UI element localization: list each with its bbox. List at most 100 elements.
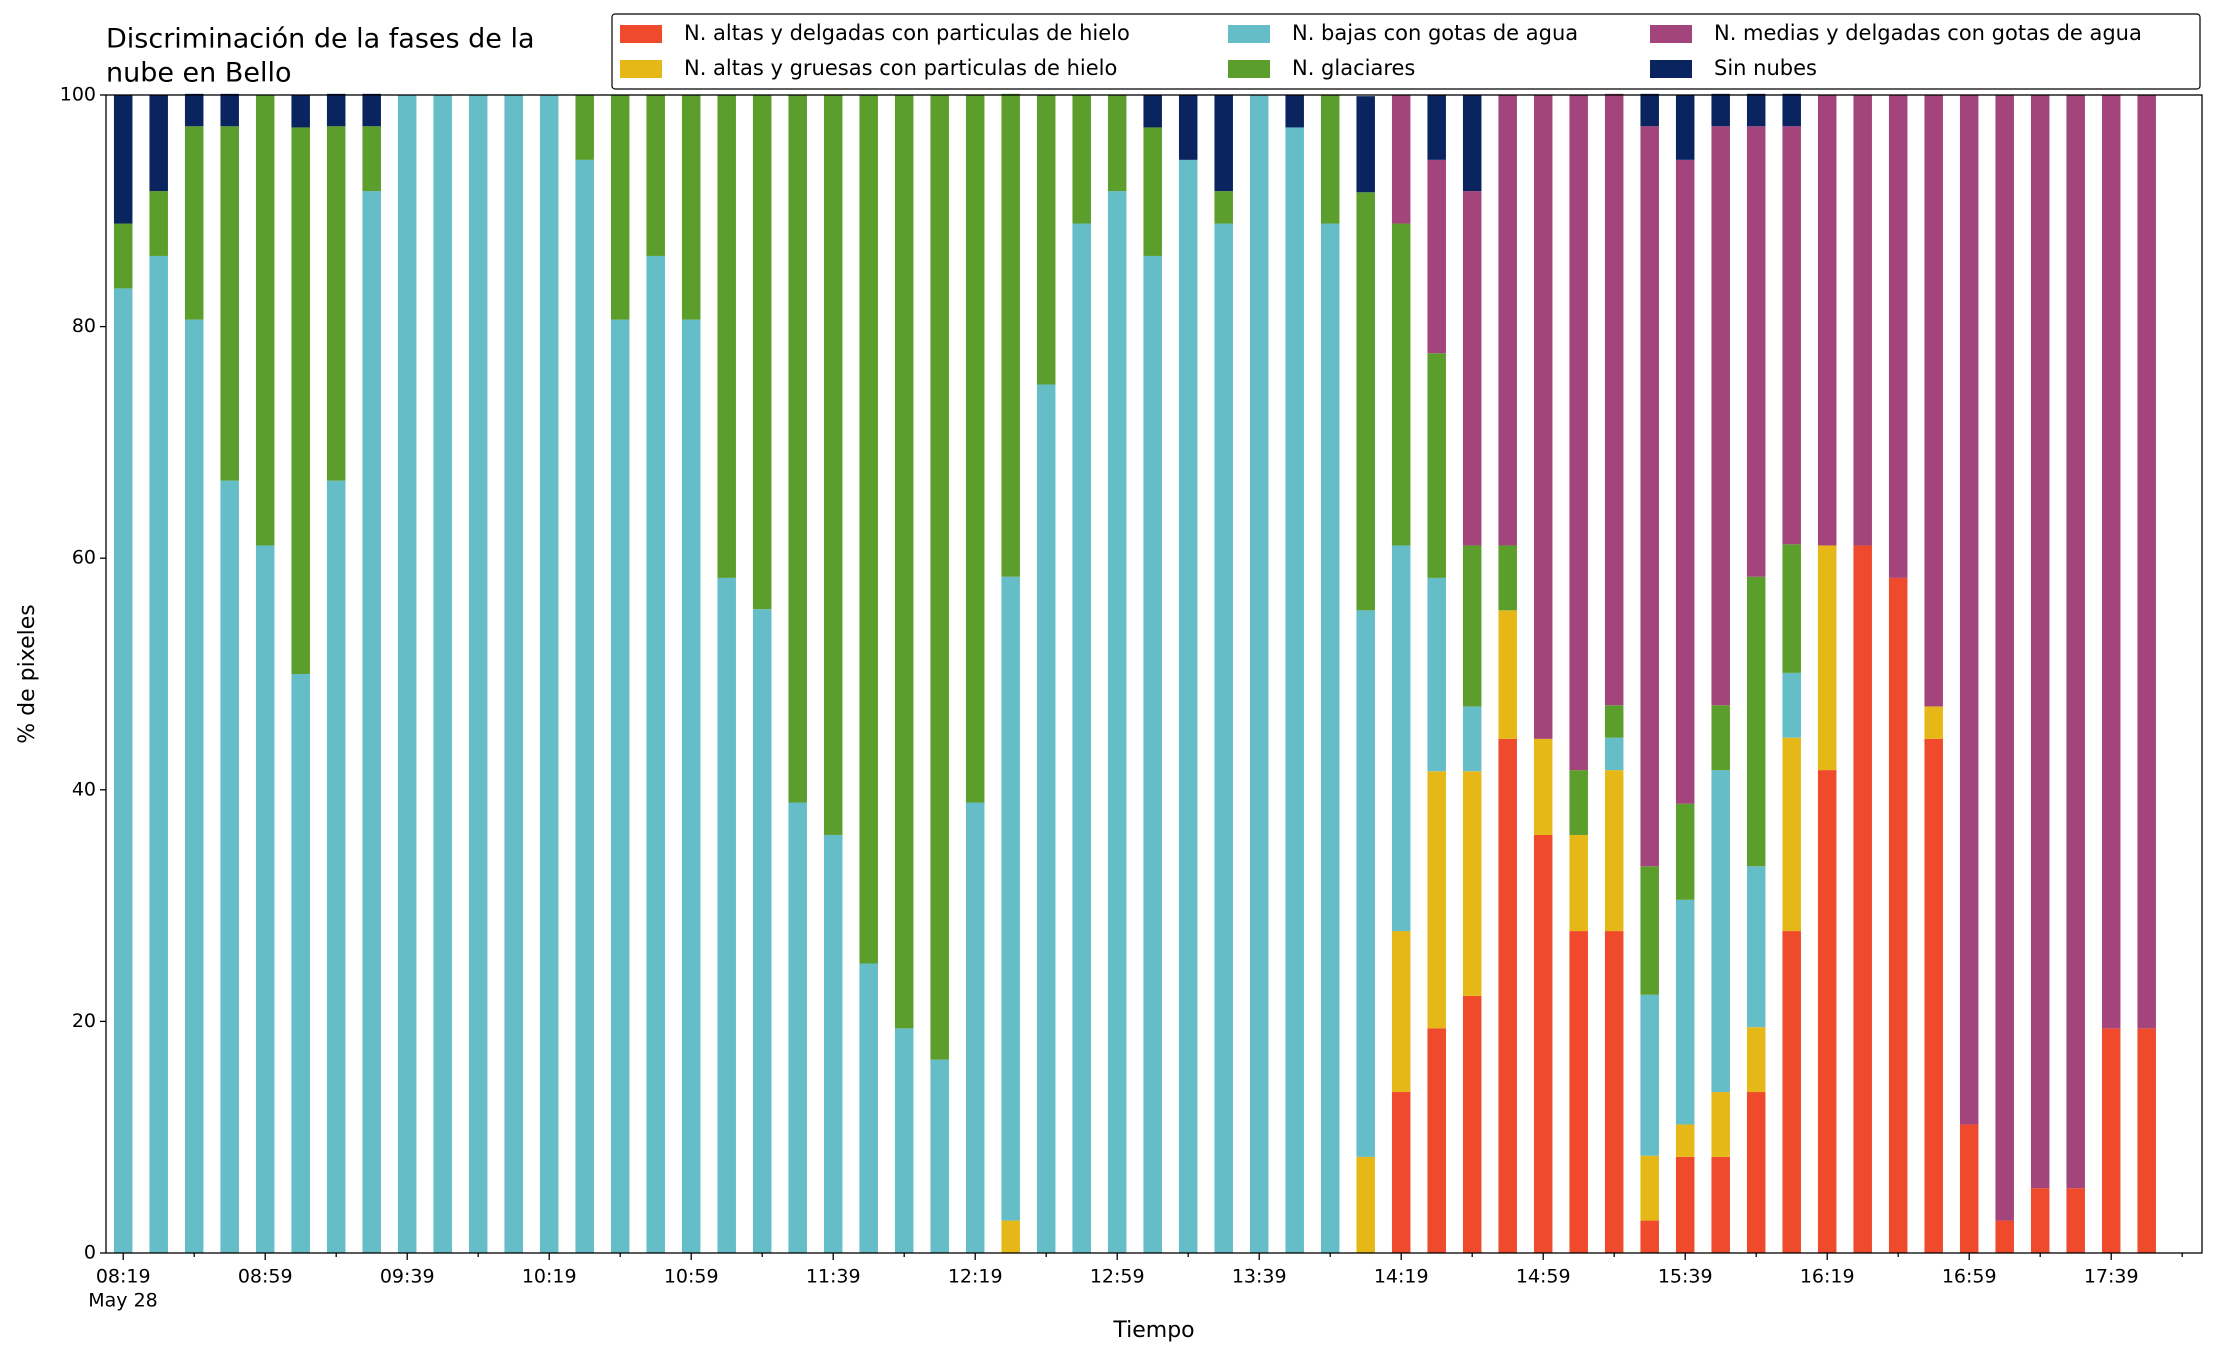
bar-segment — [255, 545, 275, 1253]
bar-segment — [752, 609, 772, 1253]
bar-segment — [255, 95, 275, 546]
bar-segment — [859, 963, 878, 1253]
bar-segment — [1782, 931, 1801, 1253]
bar-segment — [1498, 610, 1517, 739]
bar-segment — [149, 255, 168, 1253]
bar-segment — [717, 577, 736, 1253]
bar-segment — [1959, 1124, 1979, 1253]
bar-segment — [1995, 1220, 2014, 1253]
bar-segment — [1427, 353, 1446, 578]
bar-segment — [397, 95, 417, 1253]
bar-segment — [1817, 770, 1837, 1253]
bar-segment — [1462, 706, 1482, 772]
bar-segment — [1214, 223, 1233, 1254]
bar-segment — [1143, 127, 1162, 256]
bar-segment — [326, 480, 346, 1253]
bar-segment — [1604, 770, 1624, 932]
bar-segment — [965, 95, 985, 803]
bar-segment — [1675, 95, 1695, 160]
bar-segment — [1001, 1220, 1020, 1253]
bar-segment — [291, 127, 310, 674]
chart-title: nube en Bello — [106, 58, 292, 89]
bar-segment — [362, 191, 381, 1253]
legend-label: N. altas y gruesas con particulas de hie… — [684, 56, 1117, 80]
bar-segment — [1391, 931, 1411, 1093]
bar-segment — [788, 802, 807, 1253]
bar-segment — [752, 95, 772, 610]
y-tick-label: 40 — [72, 778, 96, 800]
bar-segment — [681, 319, 701, 1254]
bar-segment — [539, 95, 559, 1253]
bar-segment — [1462, 95, 1482, 192]
x-tick-label: 09:39 — [380, 1266, 435, 1288]
bar-segment — [1249, 95, 1269, 1253]
bar-segment — [1356, 192, 1375, 611]
legend-label: N. bajas con gotas de agua — [1292, 21, 1578, 45]
bar-segment — [1888, 95, 1908, 578]
bar-segment — [2137, 95, 2156, 1029]
bar-segment — [2066, 1188, 2085, 1253]
bar-segment — [646, 255, 665, 1253]
plot-frame — [105, 94, 2203, 1254]
bar-segment — [1072, 223, 1091, 1254]
bar-segment — [1604, 705, 1624, 738]
bar-segment — [1995, 95, 2014, 1221]
bar-segment — [1569, 95, 1588, 771]
bar-segment — [1640, 1155, 1659, 1221]
bar-segment — [1924, 95, 1943, 707]
bar-segment — [1604, 931, 1624, 1253]
bar-segment — [1746, 1027, 1766, 1093]
chart-title: Discriminación de la fases de la — [106, 24, 535, 55]
bar-segment — [1427, 159, 1446, 354]
x-tick-label: 16:19 — [1800, 1266, 1855, 1288]
bar-segment — [717, 95, 736, 578]
bar-segment — [859, 95, 878, 964]
bar-segment — [1640, 866, 1659, 995]
bar-segment — [965, 802, 985, 1253]
bar-segment — [1569, 770, 1588, 835]
legend-swatch — [620, 25, 662, 43]
bar-segment — [1533, 834, 1553, 1253]
bar-segment — [681, 95, 701, 320]
bar-segment — [2137, 1028, 2156, 1253]
bar-segment — [1782, 544, 1801, 673]
x-tick-label: 14:59 — [1516, 1266, 1571, 1288]
bar-segment — [220, 480, 239, 1253]
bar-segment — [1817, 545, 1837, 771]
bar-segment — [1533, 738, 1553, 835]
y-tick-label: 60 — [72, 547, 96, 569]
bar-segment — [823, 95, 843, 835]
legend-label: N. medias y delgadas con gotas de agua — [1714, 21, 2142, 45]
legend-swatch — [1650, 60, 1692, 78]
bar-segment — [1746, 866, 1766, 1028]
bar-segment — [1675, 1156, 1695, 1253]
bar-segment — [1853, 95, 1872, 546]
x-tick-label: 16:59 — [1942, 1266, 1997, 1288]
bar-segment — [1036, 95, 1056, 385]
bar-segment — [1604, 93, 1624, 706]
bar-segment — [1143, 95, 1162, 128]
y-tick-label: 20 — [72, 1010, 96, 1032]
legend-label: Sin nubes — [1714, 56, 1817, 80]
bar-segment — [1498, 738, 1517, 1253]
legend-label: N. glaciares — [1292, 56, 1415, 80]
bar-segment — [113, 95, 133, 224]
bar-segment — [1107, 191, 1127, 1253]
bar-segment — [220, 93, 239, 127]
bar-segment — [2030, 1188, 2050, 1253]
bar-segment — [1462, 771, 1482, 996]
bar-segment — [1391, 95, 1411, 224]
bar-segment — [1924, 706, 1943, 739]
x-tick-label: 13:39 — [1232, 1266, 1287, 1288]
bar-segment — [113, 288, 133, 1253]
x-tick-label: 10:59 — [664, 1266, 719, 1288]
bar-segment — [894, 95, 914, 1029]
bar-segment — [894, 1028, 914, 1253]
bar-segment — [823, 834, 843, 1253]
bar-segment — [149, 191, 168, 256]
bar-segment — [468, 95, 488, 1253]
bar-segment — [1391, 1092, 1411, 1253]
bar-segment — [1427, 95, 1446, 160]
bar-segment — [1746, 126, 1766, 577]
legend-swatch — [1228, 60, 1270, 78]
